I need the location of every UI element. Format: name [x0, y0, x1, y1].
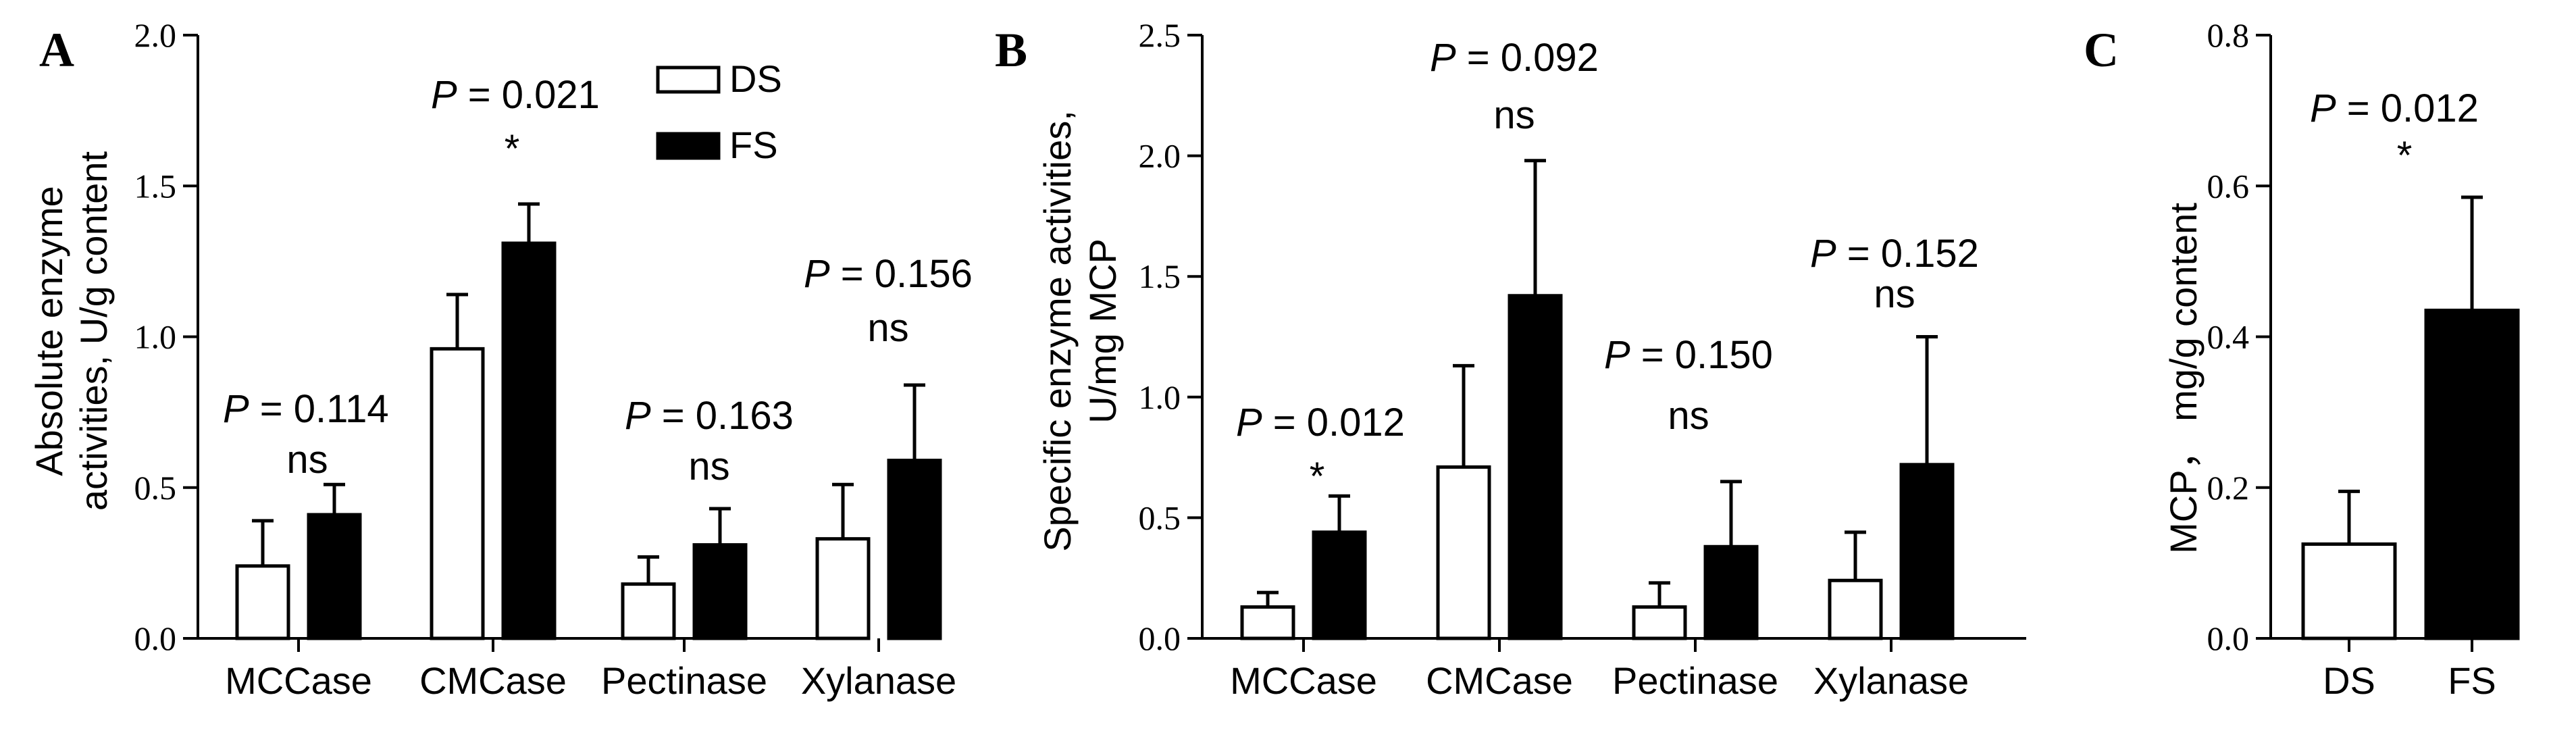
panel-b-significance: *	[1310, 455, 1325, 499]
panel-c-y-tick-label: 0.2	[2207, 469, 2250, 507]
panel-c-y-tick-label: 0.8	[2207, 16, 2250, 54]
panel-c-significance: *	[2397, 134, 2413, 178]
panel-b-p-value: P = 0.012	[1236, 401, 1405, 444]
panel-a-ylabel-line-2: activities, U/g content	[72, 151, 115, 511]
panel-c-y-tick-label: 0.4	[2207, 318, 2250, 356]
panel-a-y-tick-label: 0.5	[134, 469, 177, 507]
panel-b-ylabel-line-1: Specific enzyme activities,	[1036, 110, 1079, 552]
panel-c-category-label: DS	[2323, 659, 2375, 702]
panel-b-bar-fs	[1703, 544, 1759, 640]
panel-a-category-label: Xylanase	[801, 659, 956, 702]
panel-a-bar-fs	[692, 543, 748, 640]
panel-b-significance: ns	[1874, 272, 1915, 316]
panel-b: B Specific enzyme activities, U/mg MCP 0…	[995, 16, 2026, 702]
panel-b-bar-ds	[1828, 578, 1883, 640]
panel-b-p-value: P = 0.150	[1604, 333, 1773, 377]
panel-b-y-tick-label: 1.5	[1139, 257, 1181, 295]
legend-swatch-fs	[656, 132, 721, 160]
panel-a-bar-fs	[307, 513, 362, 640]
panel-b-bar-fs	[1508, 294, 1563, 640]
panel-b-y-tick-label: 0.5	[1139, 499, 1181, 536]
panel-a-bar-ds	[430, 347, 485, 640]
panel-b-category-label: MCCase	[1230, 659, 1377, 702]
panel-b-y-tick-label: 1.0	[1139, 378, 1181, 416]
panel-c-p-value: P = 0.012	[2310, 86, 2479, 130]
panel-b-p-value: P = 0.152	[1810, 232, 1979, 276]
panel-a-p-value: P = 0.114	[223, 387, 389, 431]
panel-c-y-tick-label: 0.6	[2207, 167, 2250, 205]
panel-a-y-tick-label: 1.0	[134, 318, 177, 356]
panel-a-p-value: P = 0.156	[804, 252, 973, 296]
panel-a: A Absolute enzyme activities, U/g conten…	[28, 16, 973, 702]
panel-a-bar-ds	[815, 537, 871, 640]
panel-a-significance: ns	[286, 438, 328, 482]
panel-c-ylabel: MCP， mg/g content	[2162, 203, 2205, 554]
panel-letter-b: B	[995, 23, 1027, 77]
panel-c-bar-ds	[2301, 542, 2397, 640]
panel-a-p-value: P = 0.021	[431, 73, 600, 117]
panel-a-bar-fs	[887, 459, 942, 640]
panel-a-p-value: P = 0.163	[625, 394, 794, 438]
panel-b-y-tick-label: 2.0	[1139, 137, 1181, 175]
panel-a-bar-ds	[621, 582, 676, 640]
panel-letter-c: C	[2084, 23, 2119, 77]
panel-a-y-tick-label: 0.0	[134, 619, 177, 657]
panel-a-bar-fs	[501, 241, 557, 640]
panel-b-y-tick-label: 0.0	[1139, 619, 1181, 657]
panel-b-category-label: Xylanase	[1813, 659, 1969, 702]
panel-c: C MCP， mg/g content 0.0 0.2 0.4 0.6 0.8 DS FS P…	[2084, 16, 2520, 702]
panel-b-bar-ds	[1240, 605, 1295, 640]
legend-label-fs: FS	[729, 124, 778, 166]
panel-a-y-tick-label: 1.5	[134, 167, 177, 205]
panel-b-ylabel-line-2: U/mg MCP	[1081, 238, 1124, 424]
panel-b-category-label: CMCase	[1426, 659, 1573, 702]
panel-c-bar-fs	[2424, 308, 2520, 640]
panel-b-bar-fs	[1312, 530, 1367, 640]
panel-b-category-label: Pectinase	[1612, 659, 1778, 702]
legend: DS FS	[656, 57, 782, 166]
panel-b-y-tick-label: 2.5	[1139, 16, 1181, 54]
legend-label-ds: DS	[729, 57, 782, 100]
legend-swatch-ds	[656, 66, 721, 94]
panel-b-p-value: P = 0.092	[1430, 36, 1599, 80]
panel-a-bar-ds	[235, 564, 290, 640]
panel-a-ylabel-line-1: Absolute enzyme	[28, 186, 70, 476]
panel-a-significance: ns	[867, 306, 908, 350]
panel-b-bar-ds	[1436, 465, 1491, 640]
panel-b-significance: ns	[1493, 93, 1535, 137]
panel-letter-a: A	[39, 23, 74, 77]
panel-a-significance: *	[505, 127, 520, 171]
panel-a-category-label: Pectinase	[601, 659, 767, 702]
panel-b-bar-ds	[1632, 605, 1687, 640]
panel-a-category-label: MCCase	[225, 659, 372, 702]
panel-b-significance: ns	[1668, 394, 1709, 438]
panel-a-significance: ns	[688, 444, 729, 488]
panel-a-category-label: CMCase	[419, 659, 567, 702]
panel-a-y-tick-label: 2.0	[134, 16, 177, 54]
panel-c-category-label: FS	[2448, 659, 2496, 702]
panel-c-y-tick-label: 0.0	[2207, 619, 2250, 657]
panel-b-bar-fs	[1899, 463, 1955, 640]
